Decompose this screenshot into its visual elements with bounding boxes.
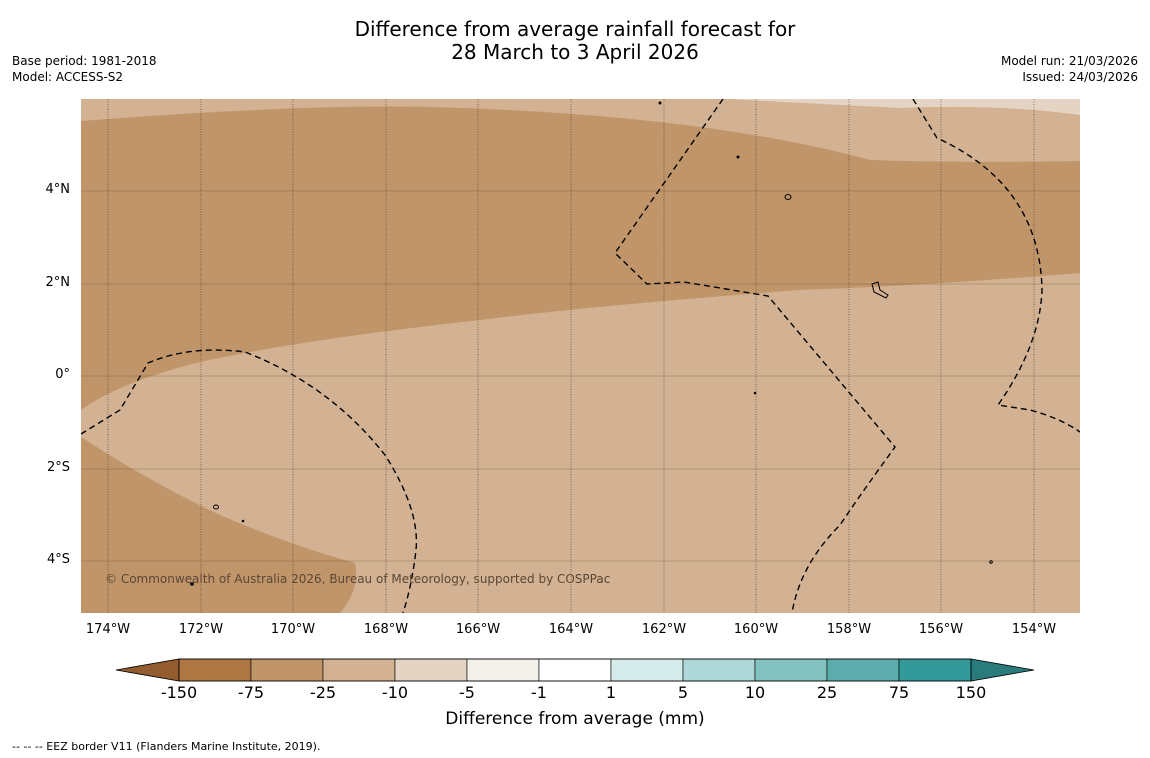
lon-label-174w: 174°W xyxy=(85,622,131,637)
issued-date: Issued: 24/03/2026 xyxy=(1022,70,1138,84)
colorbar-tick-label: 75 xyxy=(888,683,910,702)
copyright-notice: © Commonwealth of Australia 2026, Bureau… xyxy=(105,572,611,586)
lat-label-2s: 2°S xyxy=(46,460,70,475)
graticule xyxy=(81,190,1080,562)
meta-left: Base period: 1981-2018 Model: ACCESS-S2 xyxy=(12,53,157,85)
meridians xyxy=(107,99,1035,613)
colorbar-extend-high xyxy=(970,658,1035,682)
colorbar-tick-label: -150 xyxy=(160,683,198,702)
lon-label-160w: 160°W xyxy=(733,622,779,637)
lat-label-0: 0° xyxy=(55,367,70,382)
lon-label-172w: 172°W xyxy=(178,622,224,637)
island-icon xyxy=(753,391,757,395)
colorbar-tick-label: -5 xyxy=(459,683,475,702)
colorbar-tick-label: -25 xyxy=(309,683,337,702)
colorbar-tick-label: 1 xyxy=(605,683,617,702)
lat-label-4s: 4°S xyxy=(46,552,70,567)
eez-border-line-islands-east xyxy=(912,99,1080,433)
model-name: Model: ACCESS-S2 xyxy=(12,70,124,84)
base-period: Base period: 1981-2018 xyxy=(12,54,157,68)
dark-deficit-region-north xyxy=(81,106,1080,411)
colorbar-segment xyxy=(538,658,612,682)
island-icon xyxy=(213,504,219,510)
lon-label-156w: 156°W xyxy=(918,622,964,637)
colorbar-segment xyxy=(898,658,972,682)
colorbar-tick-label: -1 xyxy=(531,683,547,702)
colorbar xyxy=(115,658,1035,682)
colorbar-segment xyxy=(754,658,828,682)
colorbar-segment xyxy=(250,658,324,682)
meta-right: Model run: 21/03/2026 Issued: 24/03/2026 xyxy=(1001,53,1138,85)
colorbar-frame xyxy=(178,658,972,682)
eez-legend-note: -- -- -- EEZ border V11 (Flanders Marine… xyxy=(12,740,321,753)
colorbar-tick-label: 10 xyxy=(744,683,766,702)
island-icon xyxy=(871,281,889,299)
colorbar-segment xyxy=(682,658,756,682)
colorbar-segment xyxy=(322,658,396,682)
pale-deficit-region xyxy=(730,99,1080,115)
colorbar-tick-label: 25 xyxy=(816,683,838,702)
island-icon xyxy=(658,101,662,105)
colorbar-segment xyxy=(826,658,900,682)
colorbar-tick-label: 150 xyxy=(955,683,987,702)
eez-border-kiribati-phoenix xyxy=(81,349,418,613)
island-icon xyxy=(784,194,792,200)
colorbar-segment xyxy=(610,658,684,682)
islands xyxy=(190,101,993,586)
lon-label-166w: 166°W xyxy=(455,622,501,637)
colorbar-tick-label: -10 xyxy=(381,683,409,702)
lon-label-158w: 158°W xyxy=(826,622,872,637)
colorbar-segment xyxy=(394,658,468,682)
lat-label-4n: 4°N xyxy=(45,182,71,197)
colorbar-tick-label: 5 xyxy=(677,683,689,702)
island-icon xyxy=(190,582,194,586)
model-run: Model run: 21/03/2026 xyxy=(1000,54,1138,68)
colorbar-segment xyxy=(178,658,252,682)
island-icon xyxy=(989,560,993,564)
lon-label-162w: 162°W xyxy=(641,622,687,637)
dark-deficit-region-southwest xyxy=(81,437,356,613)
map-field xyxy=(81,99,1080,613)
title-line-1: Difference from average rainfall forecas… xyxy=(354,17,796,41)
colorbar-tick-label: -75 xyxy=(237,683,265,702)
lon-label-164w: 164°W xyxy=(548,622,594,637)
lat-label-2n: 2°N xyxy=(45,275,71,290)
colorbar-segments xyxy=(178,658,972,682)
island-icon xyxy=(736,155,740,159)
lon-label-154w: 154°W xyxy=(1011,622,1057,637)
island-icon xyxy=(241,519,245,523)
colorbar-segment xyxy=(466,658,540,682)
lon-label-168w: 168°W xyxy=(363,622,409,637)
eez-border-line-islands-west xyxy=(614,99,896,613)
colorbar-extend-low xyxy=(115,658,180,682)
eez-borders xyxy=(81,99,1080,613)
title-line-2: 28 March to 3 April 2026 xyxy=(451,40,699,64)
colorbar-title: Difference from average (mm) xyxy=(445,709,705,729)
lon-label-170w: 170°W xyxy=(270,622,316,637)
chart-title: Difference from average rainfall forecas… xyxy=(0,18,1150,64)
